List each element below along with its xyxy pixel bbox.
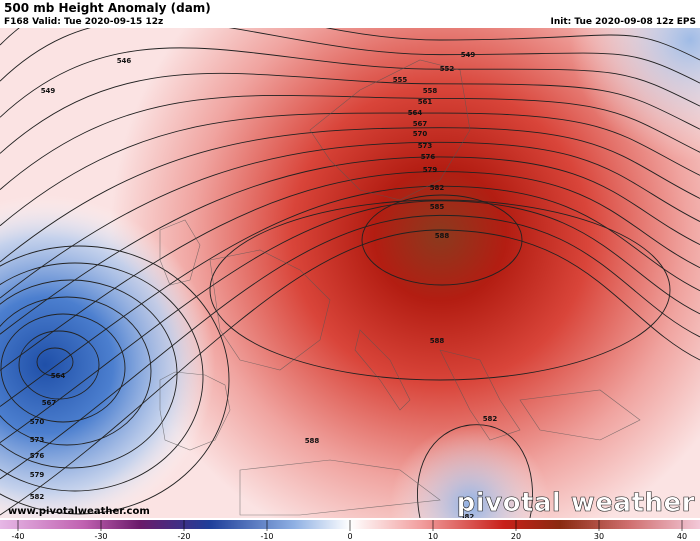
contour-line bbox=[0, 47, 700, 118]
contour-label: 570 bbox=[413, 130, 428, 138]
contour-labels: 546 549 549 552 555 558 561 564 567 570 … bbox=[30, 51, 498, 521]
contour-label: 582 bbox=[460, 513, 475, 521]
contour-line bbox=[0, 72, 700, 154]
contour-label: 570 bbox=[30, 418, 45, 426]
colorbar-tick-label: -20 bbox=[177, 532, 190, 541]
contour-label: 555 bbox=[393, 76, 408, 84]
colorbar-tick-label: 20 bbox=[511, 532, 521, 541]
contour-line bbox=[0, 28, 700, 61]
contour-label: 579 bbox=[30, 471, 45, 479]
contour-line bbox=[18, 330, 100, 400]
contour-label: 567 bbox=[42, 399, 57, 407]
contour-label: 558 bbox=[423, 87, 438, 95]
title: 500 mb Height Anomaly (dam) bbox=[4, 1, 211, 15]
contour-label: 564 bbox=[51, 372, 66, 380]
contour-label: 576 bbox=[30, 452, 45, 460]
colorbar-tick-label: -10 bbox=[260, 532, 273, 541]
contour-label: 573 bbox=[418, 142, 433, 150]
contour-line bbox=[0, 95, 700, 190]
logo: pivotal weather bbox=[457, 488, 695, 518]
colorbar-tick-label: -40 bbox=[11, 532, 24, 541]
contour-line bbox=[0, 141, 700, 299]
contour-line bbox=[0, 112, 700, 227]
contour-line bbox=[0, 279, 178, 469]
colorbar-tick-label: 10 bbox=[428, 532, 438, 541]
contour-label: 576 bbox=[421, 153, 436, 161]
contour-label: 585 bbox=[430, 203, 445, 211]
contour-label: 582 bbox=[30, 493, 45, 501]
valid-time: F168 Valid: Tue 2020-09-15 12z bbox=[4, 17, 163, 27]
contour-label: 549 bbox=[461, 51, 476, 59]
colorbar-tick-label: 30 bbox=[594, 532, 604, 541]
contour-label: 552 bbox=[440, 65, 455, 73]
contour-line bbox=[0, 127, 700, 263]
website: www.pivotalweather.com bbox=[8, 506, 150, 517]
colorbar-tick-label: -30 bbox=[94, 532, 107, 541]
contour-line bbox=[0, 185, 700, 407]
contour-line bbox=[0, 313, 126, 423]
contour-line bbox=[36, 347, 74, 377]
contour-line bbox=[0, 156, 700, 335]
low-anomaly bbox=[0, 28, 700, 518]
contour-line bbox=[0, 245, 230, 515]
colorbar-tick-label: 0 bbox=[347, 532, 352, 541]
contour-line bbox=[0, 262, 204, 492]
contour-line bbox=[361, 194, 523, 286]
coastlines bbox=[159, 59, 641, 516]
contour-label: 579 bbox=[423, 166, 438, 174]
contour-line bbox=[0, 214, 700, 480]
header-bg bbox=[0, 0, 700, 28]
contour-line bbox=[0, 229, 700, 516]
colorbar: -40 -30 -20 -10 0 10 20 30 40 bbox=[0, 520, 700, 541]
contour-line bbox=[417, 424, 533, 518]
map: 546 549 549 552 555 558 561 564 567 570 … bbox=[0, 28, 700, 521]
contour-label: 561 bbox=[418, 98, 433, 106]
contour-label: 573 bbox=[30, 436, 45, 444]
init-time: Init: Tue 2020-09-08 12z EPS bbox=[551, 17, 697, 27]
contour-line bbox=[0, 296, 152, 446]
contour-label: 588 bbox=[435, 232, 450, 240]
contour-label: 546 bbox=[117, 57, 132, 65]
contour-line bbox=[0, 171, 700, 371]
contour-label: 567 bbox=[413, 120, 428, 128]
contour-label: 588 bbox=[305, 437, 320, 445]
contour-label: 582 bbox=[483, 415, 498, 423]
contour-line bbox=[209, 199, 671, 381]
contour-label: 564 bbox=[408, 109, 423, 117]
contour-label: 549 bbox=[41, 87, 56, 95]
contour-line bbox=[0, 200, 700, 444]
colorbar-tick-label: 40 bbox=[677, 532, 687, 541]
contours bbox=[0, 28, 700, 518]
contour-label: 582 bbox=[430, 184, 445, 192]
contour-label: 588 bbox=[430, 337, 445, 345]
contour-line bbox=[0, 28, 700, 84]
